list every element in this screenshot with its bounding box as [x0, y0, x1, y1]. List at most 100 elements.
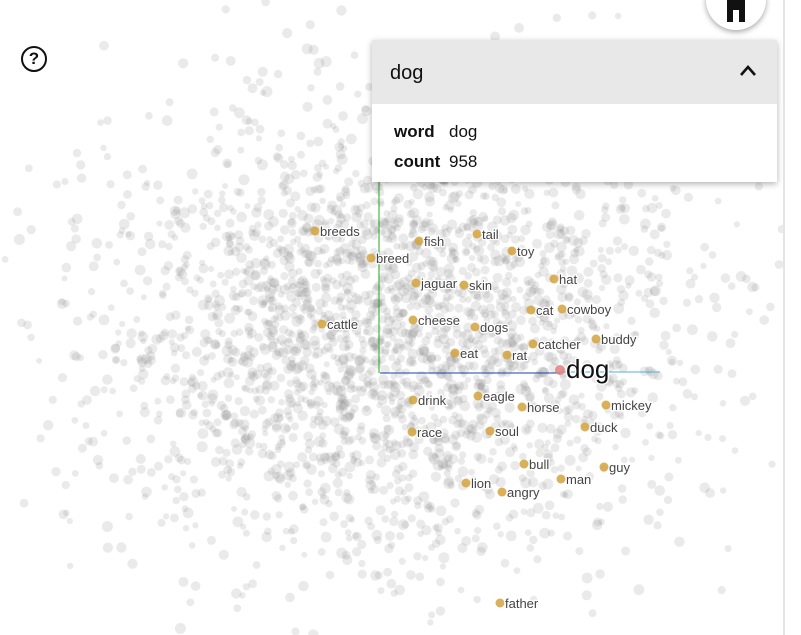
- neighbor-label[interactable]: angry: [506, 484, 542, 502]
- embedding-point: [383, 247, 394, 258]
- neighbor-point[interactable]: [528, 339, 538, 349]
- embedding-point: [265, 319, 273, 327]
- neighbor-label[interactable]: bull: [528, 456, 551, 474]
- neighbor-point[interactable]: [549, 274, 559, 284]
- neighbor-label[interactable]: cattle: [326, 316, 360, 334]
- embedding-point: [449, 316, 461, 328]
- neighbor-point[interactable]: [408, 315, 418, 325]
- embedding-point: [334, 258, 342, 267]
- neighbor-label[interactable]: jaguar: [419, 275, 459, 293]
- embedding-point: [338, 413, 346, 421]
- embedding-point: [357, 245, 367, 256]
- embedding-point: [250, 510, 260, 520]
- embedding-point: [602, 202, 610, 210]
- neighbor-point[interactable]: [497, 487, 507, 497]
- neighbor-point[interactable]: [470, 322, 480, 332]
- neighbor-label[interactable]: dogs: [479, 319, 510, 337]
- neighbor-label[interactable]: cat: [535, 302, 555, 320]
- neighbor-point[interactable]: [495, 598, 505, 608]
- embedding-point: [125, 231, 136, 241]
- embedding-point: [240, 523, 247, 530]
- neighbor-point[interactable]: [366, 253, 376, 263]
- neighbor-point[interactable]: [461, 478, 471, 488]
- embedding-point: [341, 492, 353, 504]
- embedding-point: [448, 390, 458, 400]
- neighbor-point[interactable]: [519, 459, 529, 469]
- neighbor-point[interactable]: [507, 246, 517, 256]
- neighbor-label[interactable]: eagle: [482, 388, 516, 406]
- neighbor-point[interactable]: [591, 334, 601, 344]
- neighbor-point[interactable]: [407, 427, 417, 437]
- neighbor-point[interactable]: [310, 226, 320, 236]
- question-circle-icon[interactable]: ?: [21, 46, 47, 72]
- neighbor-point[interactable]: [580, 422, 590, 432]
- embedding-point: [287, 160, 297, 171]
- neighbor-point[interactable]: [450, 348, 460, 358]
- embedding-point: [93, 253, 102, 262]
- neighbor-point[interactable]: [557, 304, 567, 314]
- embedding-point: [71, 352, 81, 362]
- neighbor-label[interactable]: fish: [423, 233, 446, 251]
- neighbor-point[interactable]: [502, 350, 512, 360]
- embedding-point: [210, 339, 221, 350]
- embedding-point: [562, 258, 569, 265]
- embedding-point: [502, 367, 512, 377]
- neighbor-point[interactable]: [599, 462, 609, 472]
- neighbor-label[interactable]: duck: [589, 419, 619, 437]
- neighbor-label[interactable]: soul: [494, 423, 520, 441]
- neighbor-label[interactable]: skin: [468, 277, 494, 295]
- neighbor-point[interactable]: [601, 400, 611, 410]
- neighbor-label[interactable]: cowboy: [566, 301, 613, 319]
- neighbor-point[interactable]: [411, 278, 421, 288]
- neighbor-label[interactable]: cheese: [417, 312, 461, 330]
- embedding-point: [344, 352, 355, 362]
- embedding-point: [426, 298, 436, 308]
- embedding-point: [258, 235, 267, 244]
- neighbor-label[interactable]: catcher: [537, 336, 583, 354]
- neighbor-point[interactable]: [517, 402, 527, 412]
- field-key: word: [394, 122, 435, 141]
- embedding-point: [211, 53, 220, 62]
- neighbor-label[interactable]: drink: [417, 392, 448, 410]
- neighbor-label[interactable]: mickey: [610, 397, 653, 415]
- embedding-point: [66, 517, 73, 525]
- neighbor-label[interactable]: horse: [526, 399, 561, 417]
- neighbor-point[interactable]: [526, 305, 536, 315]
- neighbor-label[interactable]: father: [504, 595, 540, 613]
- neighbor-point[interactable]: [556, 474, 566, 484]
- neighbor-point[interactable]: [459, 280, 469, 290]
- neighbor-label[interactable]: lion: [470, 475, 493, 493]
- neighbor-point[interactable]: [485, 426, 495, 436]
- embedding-point: [372, 298, 383, 309]
- neighbor-point[interactable]: [414, 236, 424, 246]
- embedding-point: [498, 253, 507, 262]
- embedding-point: [571, 414, 581, 424]
- neighbor-label[interactable]: race: [416, 424, 444, 442]
- embedding-point: [520, 508, 528, 515]
- neighbor-label[interactable]: hat: [558, 271, 579, 289]
- chevron-up-icon[interactable]: [739, 64, 757, 78]
- embedding-scatter-view[interactable]: breeds fish tail toy breed jaguar skin hat cat co…: [0, 0, 783, 635]
- neighbor-point[interactable]: [408, 395, 418, 405]
- neighbor-label[interactable]: eat: [459, 345, 480, 363]
- neighbor-label[interactable]: breeds: [319, 223, 362, 241]
- neighbor-label[interactable]: toy: [516, 243, 536, 261]
- embedding-point: [332, 323, 341, 332]
- embedding-point: [350, 404, 359, 413]
- neighbor-point[interactable]: [317, 319, 327, 329]
- neighbor-label[interactable]: breed: [375, 250, 411, 268]
- embedding-point: [363, 325, 375, 336]
- neighbor-label[interactable]: rat: [511, 347, 529, 365]
- embedding-point: [504, 317, 513, 325]
- neighbor-point[interactable]: [473, 391, 483, 401]
- inspector-header[interactable]: dog: [372, 40, 777, 104]
- selected-point[interactable]: [555, 365, 565, 375]
- neighbor-label[interactable]: guy: [608, 459, 632, 477]
- neighbor-label[interactable]: man: [565, 471, 593, 489]
- selected-label[interactable]: dog: [565, 353, 611, 386]
- neighbor-point[interactable]: [472, 229, 482, 239]
- embedding-point: [653, 248, 663, 257]
- neighbor-label[interactable]: tail: [481, 226, 500, 244]
- neighbor-label[interactable]: buddy: [600, 331, 638, 349]
